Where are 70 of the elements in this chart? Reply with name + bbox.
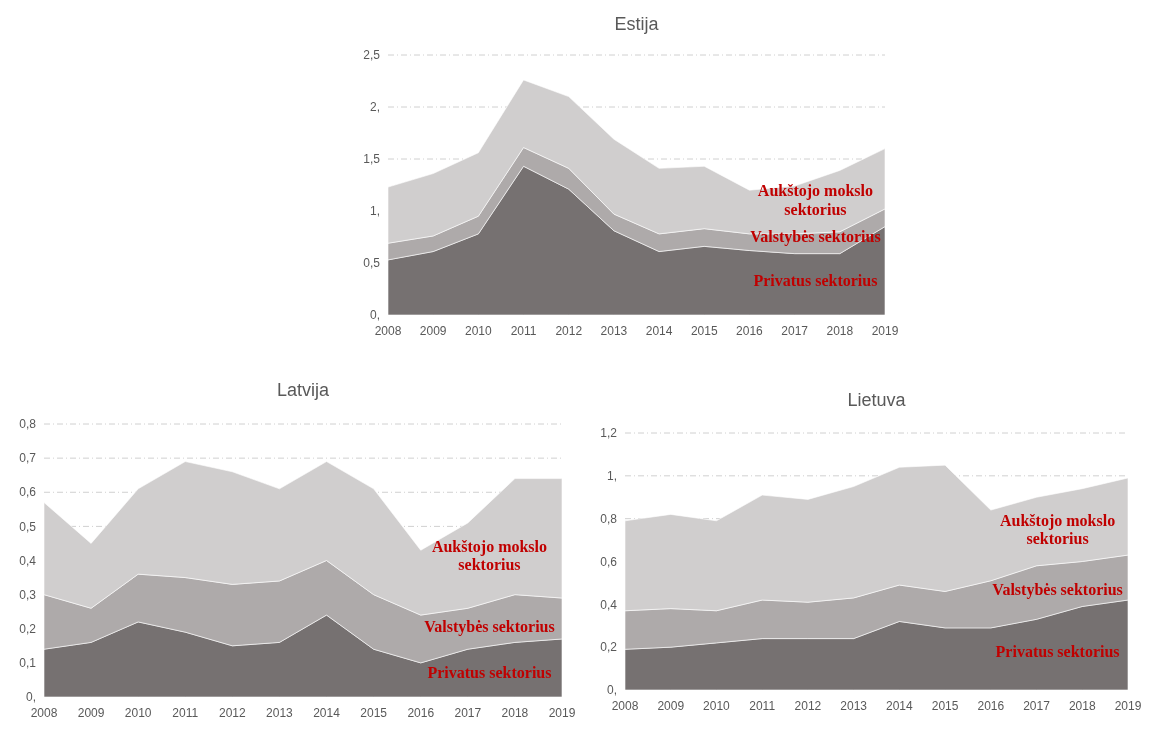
x-tick-label: 2011 (172, 706, 199, 720)
x-tick-label: 2008 (30, 706, 58, 720)
y-tick-label: 0,2 (600, 640, 618, 655)
y-tick-label: 0,5 (363, 256, 381, 271)
y-tick-label: 1, (606, 469, 617, 484)
series-label: Valstybės sektorius (750, 228, 881, 247)
x-tick-label: 2015 (690, 324, 718, 338)
series-label: Privatus sektorius (753, 272, 878, 290)
chart-title: Estija (614, 14, 660, 34)
x-tick-label: 2014 (645, 324, 673, 338)
x-tick-label: 2009 (657, 699, 685, 713)
x-tick-label: 2019 (871, 324, 899, 338)
y-tick-label: 0,2 (19, 621, 37, 636)
x-tick-label: 2013 (266, 706, 294, 720)
y-tick-label: 0,4 (19, 553, 37, 568)
x-tick-label: 2018 (826, 324, 854, 338)
y-tick-label: 1, (369, 204, 380, 219)
y-tick-label: 0, (25, 690, 36, 705)
y-tick-label: 0,4 (600, 597, 618, 612)
x-tick-label: 2018 (1068, 699, 1096, 713)
x-tick-label: 2016 (407, 706, 435, 720)
series-label: Privatus sektorius (427, 664, 552, 682)
y-tick-label: 0,5 (19, 519, 37, 534)
x-tick-label: 2017 (1023, 699, 1051, 713)
x-tick-label: 2014 (313, 706, 341, 720)
x-tick-label: 2009 (419, 324, 447, 338)
x-tick-label: 2016 (736, 324, 764, 338)
series-label: Valstybės sektorius (992, 581, 1123, 600)
x-tick-label: 2017 (781, 324, 809, 338)
series-label: Aukštojo mokslo sektorius (1000, 511, 1116, 548)
series-label: Valstybės sektorius (424, 617, 555, 636)
y-tick-label: 0,6 (19, 485, 37, 500)
series-label: Aukštojo mokslo sektorius (431, 537, 548, 574)
x-tick-label: 2010 (124, 706, 152, 720)
x-tick-label: 2012 (219, 706, 247, 720)
x-tick-label: 2018 (501, 706, 529, 720)
x-tick-label: 2013 (600, 324, 628, 338)
x-tick-label: 2008 (374, 324, 402, 338)
y-tick-label: 0,6 (600, 554, 618, 569)
x-tick-label: 2012 (555, 324, 583, 338)
x-tick-label: 2011 (510, 324, 537, 338)
x-tick-label: 2015 (360, 706, 388, 720)
x-tick-label: 2016 (977, 699, 1005, 713)
chart-title: Latvija (276, 380, 330, 400)
x-tick-label: 2017 (454, 706, 482, 720)
x-tick-label: 2014 (886, 699, 914, 713)
y-tick-label: 2,5 (363, 48, 381, 63)
x-tick-label: 2011 (749, 699, 776, 713)
x-tick-label: 2010 (703, 699, 731, 713)
y-tick-label: 0,7 (19, 451, 37, 466)
y-tick-label: 0,8 (19, 417, 37, 432)
y-tick-label: 0,1 (19, 656, 37, 671)
y-tick-label: 1,2 (600, 426, 618, 441)
x-tick-label: 2009 (77, 706, 105, 720)
series-label: Aukštojo mokslo sektorius (757, 182, 873, 218)
y-tick-label: 2, (369, 100, 380, 115)
x-tick-label: 2019 (1114, 699, 1142, 713)
y-tick-label: 0,8 (600, 511, 618, 526)
x-tick-label: 2013 (840, 699, 868, 713)
series-label: Privatus sektorius (995, 643, 1120, 661)
x-tick-label: 2015 (931, 699, 959, 713)
y-tick-label: 0, (369, 308, 380, 323)
chart-title: Lietuva (847, 390, 907, 410)
y-tick-label: 0, (606, 683, 617, 698)
x-tick-label: 2019 (548, 706, 576, 720)
x-tick-label: 2008 (611, 699, 639, 713)
y-tick-label: 0,3 (19, 587, 37, 602)
x-tick-label: 2012 (794, 699, 822, 713)
y-tick-label: 1,5 (363, 152, 381, 167)
x-tick-label: 2010 (465, 324, 493, 338)
